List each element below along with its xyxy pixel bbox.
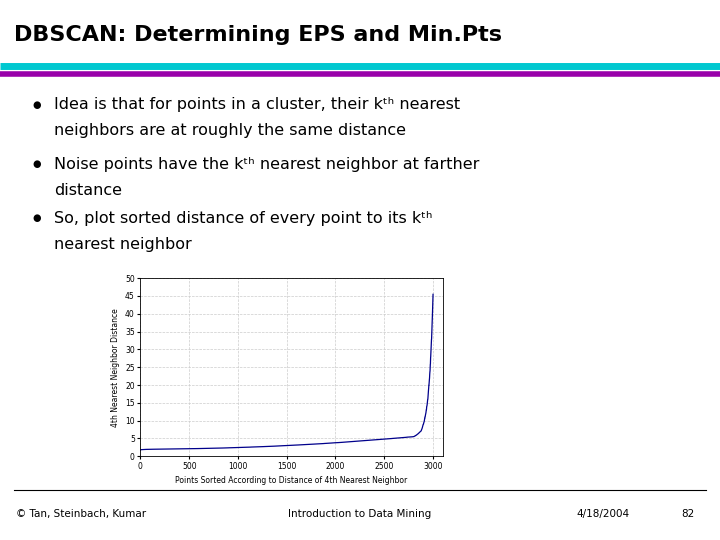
Text: ●: ● [32,100,41,110]
Text: Introduction to Data Mining: Introduction to Data Mining [289,509,431,519]
Text: distance: distance [54,183,122,198]
Text: ●: ● [32,159,41,170]
Text: Idea is that for points in a cluster, their kᵗʰ nearest: Idea is that for points in a cluster, th… [54,97,460,112]
Text: Noise points have the kᵗʰ nearest neighbor at farther: Noise points have the kᵗʰ nearest neighb… [54,157,480,172]
Text: DBSCAN: Determining EPS and Min.Pts: DBSCAN: Determining EPS and Min.Pts [14,25,503,45]
Text: neighbors are at roughly the same distance: neighbors are at roughly the same distan… [54,123,406,138]
X-axis label: Points Sorted According to Distance of 4th Nearest Neighbor: Points Sorted According to Distance of 4… [176,476,408,485]
Text: 82: 82 [682,509,695,519]
Text: 4/18/2004: 4/18/2004 [576,509,629,519]
Text: ●: ● [32,213,41,224]
Text: So, plot sorted distance of every point to its kᵗʰ: So, plot sorted distance of every point … [54,211,433,226]
Y-axis label: 4th Nearest Neighbor Distance: 4th Nearest Neighbor Distance [111,308,120,427]
Text: nearest neighbor: nearest neighbor [54,237,192,252]
Text: © Tan, Steinbach, Kumar: © Tan, Steinbach, Kumar [16,509,146,519]
